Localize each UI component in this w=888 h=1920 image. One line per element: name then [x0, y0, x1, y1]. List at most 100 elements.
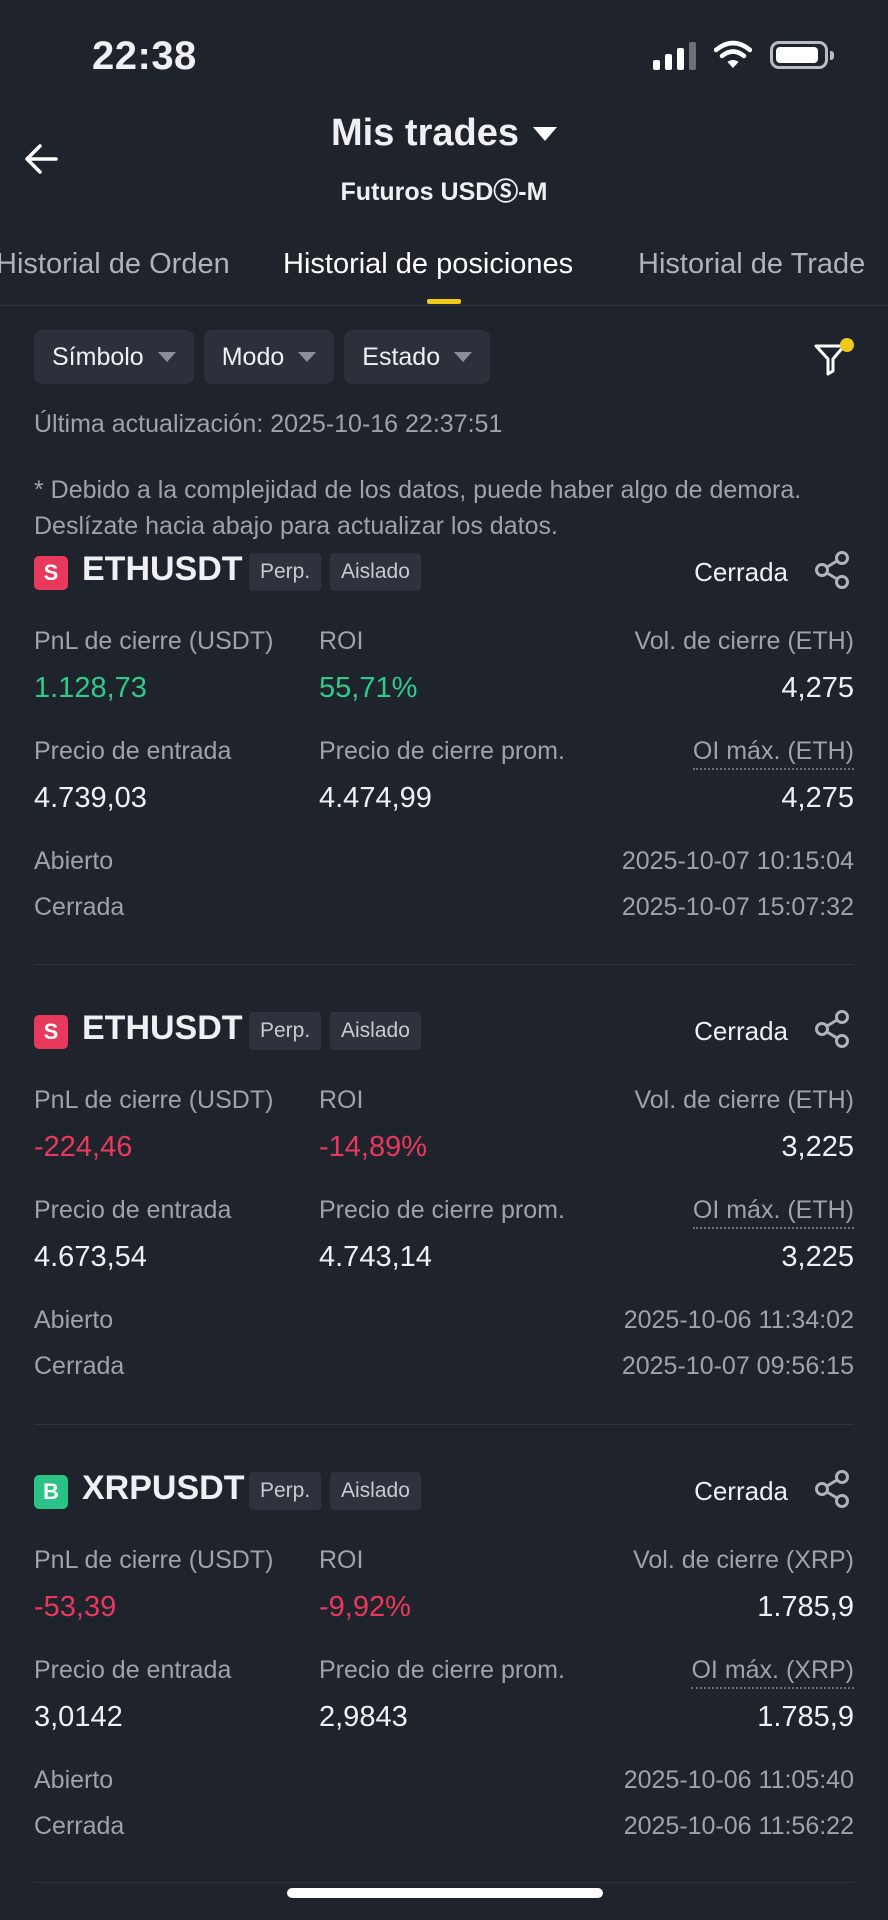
page-title-dropdown[interactable]: Mis trades — [331, 112, 557, 155]
side-badge: B — [34, 1475, 68, 1509]
max-oi-value: 4,275 — [781, 782, 854, 814]
roi-value: -9,92% — [319, 1591, 411, 1623]
margin-mode-tag: Aislado — [330, 1012, 421, 1050]
tab-order-history[interactable]: Historial de Orden — [0, 248, 230, 280]
pnl-label: PnL de cierre (USDT) — [34, 1546, 274, 1574]
status-icons — [653, 40, 834, 70]
tab-position-history[interactable]: Historial de posiciones — [283, 248, 574, 280]
position-header: B XRPUSDT Perp. Aislado Cerrada — [34, 1466, 854, 1512]
filter-bar: Símbolo Modo Estado — [34, 330, 491, 384]
contract-type-tag: Perp. — [249, 1012, 322, 1050]
max-oi-label[interactable]: OI máx. (ETH) — [692, 737, 854, 770]
position-card[interactable]: S ETHUSDT Perp. Aislado Cerrada PnL de c… — [34, 547, 854, 987]
filter-mode-label: Modo — [221, 342, 285, 371]
filter-symbol-dropdown[interactable]: Símbolo — [34, 330, 194, 384]
data-delay-notice: * Debido a la complejidad de los datos, … — [34, 476, 802, 540]
entry-price-value: 3,0142 — [34, 1701, 123, 1733]
roi-label: ROI — [319, 1086, 364, 1114]
share-icon[interactable] — [812, 1468, 854, 1510]
contract-type-tag: Perp. — [249, 553, 322, 591]
closed-time: 2025-10-07 09:56:15 — [621, 1352, 854, 1380]
battery-icon — [770, 41, 834, 69]
filter-mode-dropdown[interactable]: Modo — [203, 330, 335, 384]
close-avg-price-value: 2,9843 — [319, 1701, 408, 1733]
pnl-value: -53,39 — [34, 1591, 117, 1623]
page-title: Mis trades — [331, 112, 519, 154]
close-avg-price-label: Precio de cierre prom. — [319, 1656, 565, 1684]
page-subtitle: Futuros USDⓈ-M — [340, 178, 548, 206]
chevron-down-icon — [532, 126, 557, 141]
entry-price-value: 4.739,03 — [34, 782, 147, 814]
position-symbol: ETHUSDT — [82, 550, 243, 588]
entry-price-label: Precio de entrada — [34, 737, 232, 765]
home-indicator[interactable] — [287, 1888, 603, 1898]
tab-bar: Historial de Orden Historial de posicion… — [0, 240, 888, 306]
max-oi-value: 1.785,9 — [757, 1701, 854, 1733]
chevron-down-icon — [454, 352, 473, 362]
roi-label: ROI — [319, 1546, 364, 1574]
position-card[interactable]: B XRPUSDT Perp. Aislado Cerrada PnL de c… — [34, 1466, 854, 1906]
opened-time: 2025-10-07 10:15:04 — [621, 847, 854, 875]
contract-type-tag: Perp. — [249, 1472, 322, 1510]
position-card[interactable]: S ETHUSDT Perp. Aislado Cerrada PnL de c… — [34, 1006, 854, 1446]
active-tab-indicator — [427, 299, 461, 304]
margin-mode-tag: Aislado — [330, 553, 421, 591]
close-avg-price-value: 4.474,99 — [319, 782, 432, 814]
closed-label: Cerrada — [34, 1352, 125, 1380]
position-status: Cerrada — [694, 557, 788, 587]
pnl-value: 1.128,73 — [34, 672, 147, 704]
chevron-down-icon — [298, 352, 317, 362]
position-header: S ETHUSDT Perp. Aislado Cerrada — [34, 547, 854, 593]
share-icon[interactable] — [812, 1008, 854, 1050]
share-icon[interactable] — [812, 549, 854, 591]
close-volume-label: Vol. de cierre (ETH) — [634, 627, 854, 655]
position-symbol: ETHUSDT — [82, 1009, 243, 1047]
filter-symbol-label: Símbolo — [52, 342, 144, 371]
max-oi-label[interactable]: OI máx. (ETH) — [692, 1196, 854, 1229]
pnl-label: PnL de cierre (USDT) — [34, 1086, 274, 1114]
close-volume-label: Vol. de cierre (XRP) — [633, 1546, 854, 1574]
closed-label: Cerrada — [34, 1812, 125, 1840]
position-symbol: XRPUSDT — [82, 1469, 245, 1507]
position-status: Cerrada — [694, 1016, 788, 1046]
position-header: S ETHUSDT Perp. Aislado Cerrada — [34, 1006, 854, 1052]
chevron-down-icon — [157, 352, 176, 362]
entry-price-label: Precio de entrada — [34, 1656, 232, 1684]
close-avg-price-label: Precio de cierre prom. — [319, 1196, 565, 1224]
filter-active-dot — [840, 338, 854, 352]
divider — [34, 1882, 854, 1883]
opened-label: Abierto — [34, 1306, 114, 1334]
divider — [34, 1424, 854, 1425]
page-title-row[interactable]: Mis trades — [0, 112, 888, 155]
divider — [34, 964, 854, 965]
side-badge: S — [34, 556, 68, 590]
opened-label: Abierto — [34, 847, 114, 875]
closed-time: 2025-10-06 11:56:22 — [623, 1812, 854, 1840]
tab-trade-history[interactable]: Historial de Trade — [638, 248, 866, 280]
opened-time: 2025-10-06 11:34:02 — [623, 1306, 854, 1334]
side-badge: S — [34, 1015, 68, 1049]
closed-label: Cerrada — [34, 893, 125, 921]
roi-label: ROI — [319, 627, 364, 655]
close-volume-value: 4,275 — [781, 672, 854, 704]
opened-label: Abierto — [34, 1766, 114, 1794]
closed-time: 2025-10-07 15:07:32 — [621, 893, 854, 921]
close-avg-price-value: 4.743,14 — [319, 1241, 432, 1273]
filter-status-label: Estado — [362, 342, 441, 371]
entry-price-value: 4.673,54 — [34, 1241, 147, 1273]
close-avg-price-label: Precio de cierre prom. — [319, 737, 565, 765]
close-volume-value: 3,225 — [781, 1131, 854, 1163]
filter-status-dropdown[interactable]: Estado — [344, 330, 491, 384]
max-oi-value: 3,225 — [781, 1241, 854, 1273]
back-arrow-icon[interactable] — [20, 137, 64, 181]
max-oi-label[interactable]: OI máx. (XRP) — [691, 1656, 854, 1689]
close-volume-label: Vol. de cierre (ETH) — [634, 1086, 854, 1114]
roi-value: -14,89% — [319, 1131, 428, 1163]
status-bar: 22:38 — [0, 0, 888, 118]
roi-value: 55,71% — [319, 672, 418, 704]
position-status: Cerrada — [694, 1476, 788, 1506]
status-time: 22:38 — [92, 34, 197, 78]
cellular-signal-icon — [653, 40, 696, 70]
opened-time: 2025-10-06 11:05:40 — [623, 1766, 854, 1794]
last-update-text: Última actualización: 2025-10-16 22:37:5… — [34, 410, 503, 438]
